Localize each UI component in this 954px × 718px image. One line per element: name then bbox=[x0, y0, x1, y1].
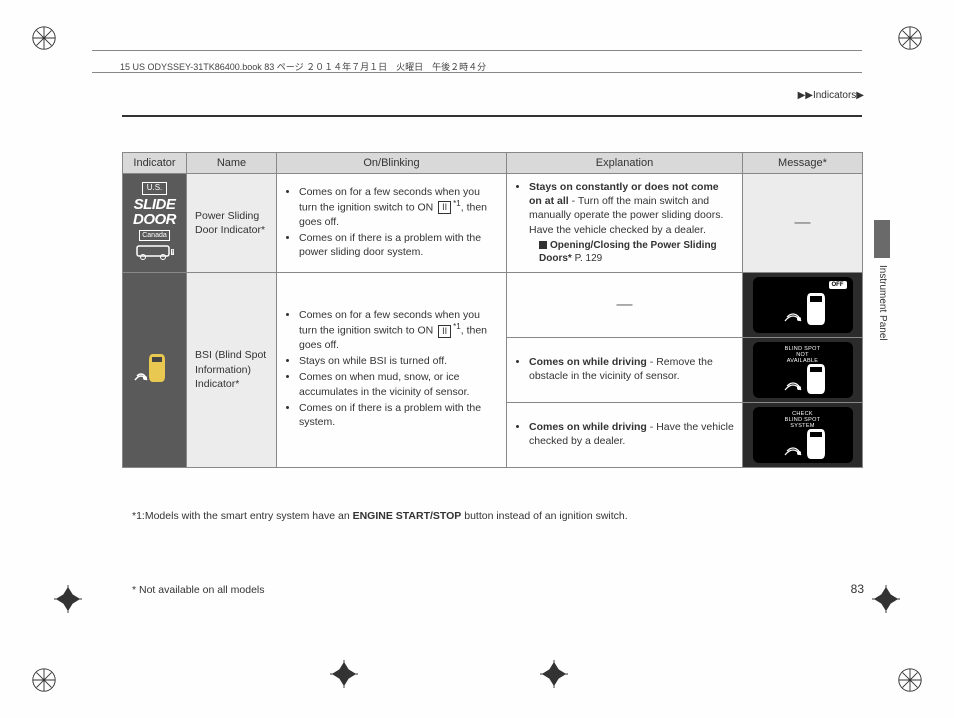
footnote-tail: button instead of an ignition switch. bbox=[461, 510, 627, 522]
footnote: *1:Models with the smart entry system ha… bbox=[132, 510, 628, 522]
col-onblinking: On/Blinking bbox=[277, 153, 507, 174]
indicator-table: Indicator Name On/Blinking Explanation M… bbox=[122, 152, 862, 468]
msg-panel-check-system-icon: CHECK BLIND SPOT SYSTEM bbox=[753, 407, 853, 463]
msg-panel-not-available-icon: BLIND SPOT NOT AVAILABLE bbox=[753, 342, 853, 398]
col-name: Name bbox=[187, 153, 277, 174]
message-cell: — bbox=[743, 174, 863, 273]
ref-label: Opening/Closing the Power Sliding Doors* bbox=[539, 240, 717, 265]
message-cell: CHECK BLIND SPOT SYSTEM bbox=[743, 402, 863, 467]
side-tab bbox=[874, 220, 890, 258]
exp-bold: Comes on while driving bbox=[529, 356, 647, 368]
reg-mark-cross-icon bbox=[54, 585, 82, 613]
indicator-name: BSI (Blind Spot Information) Indicator* bbox=[187, 272, 277, 467]
reg-mark-icon bbox=[896, 666, 924, 694]
msg-panel-off-icon: OFF bbox=[753, 277, 853, 333]
col-explanation: Explanation bbox=[507, 153, 743, 174]
explanation-cell: Comes on while driving - Remove the obst… bbox=[507, 337, 743, 402]
footnote-text: *1:Models with the smart entry system ha… bbox=[132, 510, 353, 522]
reference-arrow-icon bbox=[539, 241, 547, 249]
header-rule bbox=[92, 72, 862, 73]
message-cell: OFF bbox=[743, 272, 863, 337]
indicator-bsi-icon bbox=[123, 272, 187, 467]
msg-dash: — bbox=[795, 214, 811, 231]
canada-label: Canada bbox=[139, 230, 170, 241]
on-blinking-cell: Comes on for a few seconds when you turn… bbox=[277, 174, 507, 273]
col-message: Message* bbox=[743, 153, 863, 174]
side-section-label: Instrument Panel bbox=[877, 265, 888, 341]
door-text: DOOR bbox=[127, 212, 182, 227]
on-text: Comes on if there is a problem with the … bbox=[299, 231, 498, 259]
ignition-ii-icon: II bbox=[438, 201, 451, 214]
footnote-ref: *1 bbox=[453, 199, 461, 208]
slide-text: SLIDE bbox=[127, 197, 182, 212]
footnote-ref: *1 bbox=[453, 322, 461, 331]
van-icon: ! bbox=[127, 243, 182, 265]
us-label: U.S. bbox=[142, 182, 168, 195]
explanation-cell: Stays on constantly or does not come on … bbox=[507, 174, 743, 273]
footer-note: * Not available on all models bbox=[132, 584, 265, 596]
content-top-rule bbox=[122, 115, 862, 117]
col-indicator: Indicator bbox=[123, 153, 187, 174]
indicator-slide-door-icon: U.S. SLIDE DOOR Canada ! bbox=[123, 174, 187, 273]
explanation-cell: Comes on while driving - Have the vehicl… bbox=[507, 402, 743, 467]
breadcrumb: ▶▶Indicators▶ bbox=[798, 90, 864, 101]
message-cell: BLIND SPOT NOT AVAILABLE bbox=[743, 337, 863, 402]
ref-page: P. 129 bbox=[572, 253, 602, 264]
table-row: BSI (Blind Spot Information) Indicator* … bbox=[123, 272, 863, 337]
footnote-bold: ENGINE START/STOP bbox=[353, 510, 462, 522]
reg-mark-cross-icon bbox=[330, 660, 358, 688]
exp-dash: — bbox=[617, 296, 633, 313]
reg-mark-cross-icon bbox=[872, 585, 900, 613]
on-text: Comes on when mud, snow, or ice accumula… bbox=[299, 370, 498, 398]
reg-mark-icon bbox=[30, 666, 58, 694]
ignition-ii-icon: II bbox=[438, 325, 451, 338]
exp-bold: Comes on while driving bbox=[529, 421, 647, 433]
reg-mark-cross-icon bbox=[540, 660, 568, 688]
reg-mark-icon bbox=[896, 24, 924, 52]
indicator-name: Power Sliding Door Indicator* bbox=[187, 174, 277, 273]
reg-mark-icon bbox=[30, 24, 58, 52]
on-text: Comes on if there is a problem with the … bbox=[299, 401, 498, 429]
on-text: Stays on while BSI is turned off. bbox=[299, 354, 498, 368]
table-row: U.S. SLIDE DOOR Canada ! Power Sliding D… bbox=[123, 174, 863, 273]
header-rule bbox=[92, 50, 862, 51]
page-number: 83 bbox=[851, 582, 864, 596]
on-blinking-cell: Comes on for a few seconds when you turn… bbox=[277, 272, 507, 467]
explanation-cell: — bbox=[507, 272, 743, 337]
